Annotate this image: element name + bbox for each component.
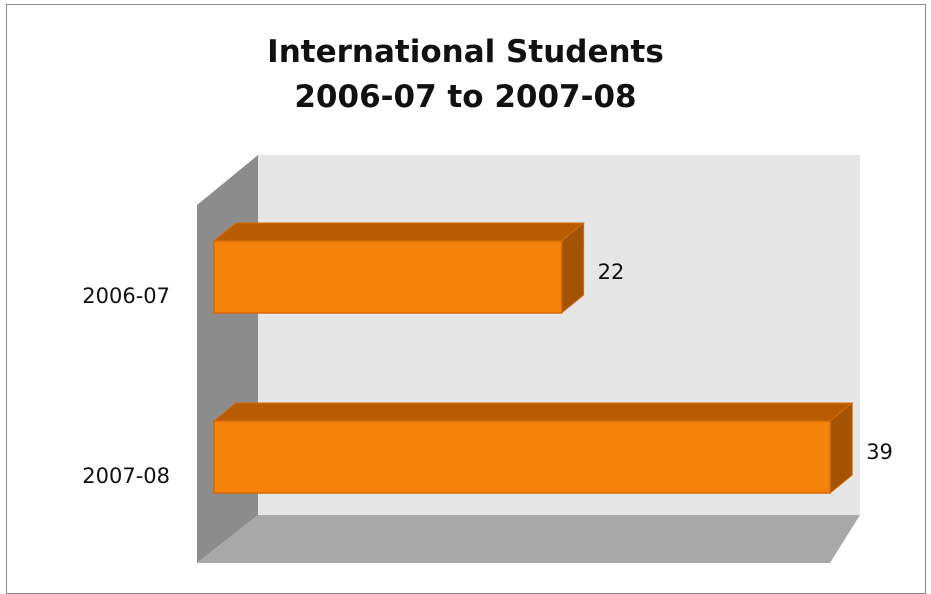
bar-top-face	[212, 402, 854, 422]
bar	[213, 420, 831, 494]
chart-floor	[197, 515, 860, 563]
labels-layer: 22 2006-07 39 2007-08	[82, 260, 893, 488]
bars-layer	[212, 221, 854, 495]
chart-side-wall	[197, 155, 258, 563]
category-label: 2007-08	[82, 464, 170, 488]
bar	[213, 240, 563, 314]
chart-title-line-2: 2006-07 to 2007-08	[294, 79, 637, 115]
bar-top-face	[212, 222, 586, 242]
data-label: 22	[598, 260, 625, 284]
chart-title: International Students 2006-07 to 2007-0…	[0, 30, 931, 120]
chart-title-line-1: International Students	[267, 34, 664, 70]
category-label: 2006-07	[82, 284, 170, 308]
data-label: 39	[866, 440, 893, 464]
